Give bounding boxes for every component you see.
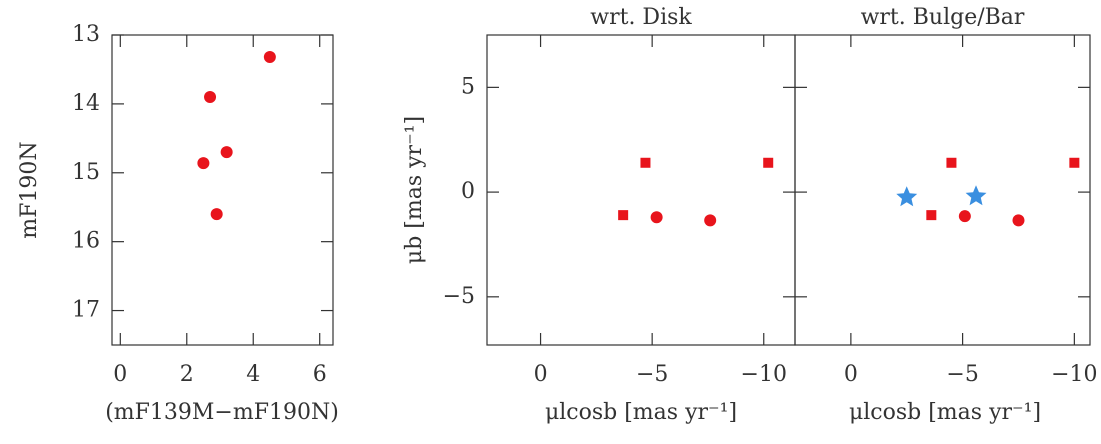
x-tick-label: 6: [313, 362, 327, 387]
point: [958, 210, 971, 223]
point: [926, 210, 937, 221]
point: [763, 157, 774, 168]
y-tick-label: 16: [72, 229, 100, 254]
x-axis-label: μlcosb [mas yr⁻¹]: [545, 400, 737, 425]
point: [640, 157, 651, 168]
x-tick-label: −5: [946, 362, 978, 387]
y-tick-label: 14: [72, 91, 100, 116]
x-tick-label: 0: [113, 362, 127, 387]
x-tick-label: −10: [741, 362, 787, 387]
y-tick-label: −5: [443, 284, 475, 309]
point: [946, 157, 957, 168]
y-tick-label: 15: [72, 160, 100, 185]
x-tick-label: −10: [1051, 362, 1097, 387]
y-tick-label: 13: [72, 22, 100, 47]
point: [1069, 157, 1080, 168]
point: [204, 91, 217, 103]
x-tick-label: 0: [534, 362, 548, 387]
y-tick-label: 0: [461, 179, 475, 204]
y-tick-label: 17: [72, 298, 100, 323]
x-axis-label: μlcosb [mas yr⁻¹]: [849, 400, 1041, 425]
point: [210, 208, 223, 221]
point: [618, 210, 629, 221]
point: [263, 51, 276, 64]
x-tick-label: 0: [844, 362, 858, 387]
y-tick-label: 5: [461, 74, 475, 99]
plot-frame: [486, 34, 796, 346]
point: [1012, 214, 1025, 227]
point: [896, 186, 918, 207]
point: [704, 214, 717, 227]
x-tick-label: 2: [180, 362, 194, 387]
panel-title: wrt. Disk: [590, 5, 692, 30]
y-axis-label: μb [mas yr⁻¹]: [402, 116, 427, 264]
point: [220, 146, 233, 159]
x-tick-label: 4: [246, 362, 260, 387]
plot-frame: [111, 34, 334, 346]
y-axis-label: mF190N: [17, 141, 42, 238]
x-axis-label: (mF139M−mF190N): [105, 400, 339, 425]
panel-title: wrt. Bulge/Bar: [861, 5, 1025, 30]
x-tick-label: −5: [636, 362, 668, 387]
point: [650, 211, 663, 224]
plot-frame: [794, 34, 1091, 346]
point: [965, 185, 987, 206]
point: [197, 157, 210, 170]
